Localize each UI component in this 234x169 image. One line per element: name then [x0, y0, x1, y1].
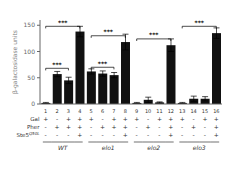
svg-text:-: - — [136, 123, 138, 130]
svg-text:***: *** — [98, 60, 108, 67]
svg-text:-: - — [56, 131, 58, 138]
svg-text:-: - — [56, 115, 58, 122]
svg-text:+: + — [77, 131, 82, 138]
svg-text:+: + — [100, 123, 105, 130]
svg-text:-: - — [147, 115, 149, 122]
svg-text:11: 11 — [156, 108, 162, 114]
svg-text:12: 12 — [168, 108, 174, 114]
svg-text:7: 7 — [112, 108, 115, 114]
svg-text:3: 3 — [67, 108, 70, 114]
svg-text:+: + — [111, 123, 116, 130]
svg-text:+: + — [89, 115, 94, 122]
svg-text:+: + — [168, 123, 173, 130]
svg-text:Gal: Gal — [30, 116, 40, 122]
svg-text:-: - — [147, 131, 149, 138]
svg-text:10: 10 — [145, 108, 151, 114]
svg-text:+: + — [191, 123, 196, 130]
svg-text:-: - — [136, 131, 138, 138]
svg-text:+: + — [123, 123, 128, 130]
svg-text:+: + — [214, 115, 219, 122]
svg-text:16: 16 — [213, 108, 219, 114]
svg-text:-: - — [101, 131, 103, 138]
svg-text:Pher: Pher — [27, 124, 40, 130]
svg-text:***: *** — [104, 28, 114, 35]
svg-text:***: *** — [195, 19, 205, 26]
svg-text:14: 14 — [190, 108, 196, 114]
svg-text:-: - — [204, 131, 206, 138]
svg-text:-: - — [158, 123, 160, 130]
svg-text:-: - — [45, 131, 47, 138]
svg-text:2: 2 — [55, 108, 58, 114]
svg-text:-: - — [90, 123, 92, 130]
svg-text:50: 50 — [27, 74, 35, 81]
svg-text:150: 150 — [24, 21, 36, 28]
svg-text:9: 9 — [135, 108, 138, 114]
svg-text:-: - — [158, 131, 160, 138]
svg-text:***: *** — [52, 61, 62, 68]
svg-text:-: - — [101, 115, 103, 122]
svg-text:13: 13 — [179, 108, 185, 114]
svg-text:+: + — [168, 115, 173, 122]
svg-text:***: *** — [149, 31, 159, 38]
svg-text:6: 6 — [101, 108, 104, 114]
svg-text:Ste5Q50L: Ste5Q50L — [16, 131, 39, 138]
svg-text:15: 15 — [202, 108, 208, 114]
svg-text:+: + — [146, 123, 151, 130]
svg-text:+: + — [77, 123, 82, 130]
svg-text:+: + — [111, 115, 116, 122]
svg-text:-: - — [67, 131, 69, 138]
svg-text:5: 5 — [90, 108, 93, 114]
svg-text:+: + — [134, 115, 139, 122]
svg-text:***: *** — [58, 19, 68, 26]
svg-text:β-galactosidase units: β-galactosidase units — [11, 30, 19, 94]
svg-text:+: + — [180, 115, 185, 122]
svg-text:-: - — [204, 123, 206, 130]
svg-text:1: 1 — [44, 108, 47, 114]
svg-text:-: - — [192, 115, 194, 122]
svg-text:WT: WT — [58, 144, 69, 151]
svg-text:-: - — [181, 123, 183, 130]
svg-text:-: - — [192, 131, 194, 138]
svg-text:+: + — [77, 115, 82, 122]
svg-text:+: + — [123, 115, 128, 122]
svg-text:+: + — [66, 115, 71, 122]
svg-text:+: + — [123, 131, 128, 138]
svg-text:+: + — [214, 123, 219, 130]
svg-text:0: 0 — [31, 100, 35, 107]
svg-text:+: + — [168, 131, 173, 138]
svg-text:+: + — [66, 123, 71, 130]
svg-text:elo1: elo1 — [102, 144, 115, 151]
svg-text:+: + — [157, 115, 162, 122]
svg-text:4: 4 — [78, 108, 81, 114]
svg-text:100: 100 — [24, 48, 36, 55]
svg-text:8: 8 — [124, 108, 127, 114]
svg-text:+: + — [214, 131, 219, 138]
svg-text:+: + — [202, 115, 207, 122]
svg-text:elo3: elo3 — [193, 144, 206, 151]
svg-text:elo2: elo2 — [147, 144, 160, 151]
svg-text:-: - — [90, 131, 92, 138]
svg-text:-: - — [113, 131, 115, 138]
svg-text:-: - — [181, 131, 183, 138]
svg-text:+: + — [43, 115, 48, 122]
svg-text:+: + — [55, 123, 60, 130]
svg-text:-: - — [45, 123, 47, 130]
